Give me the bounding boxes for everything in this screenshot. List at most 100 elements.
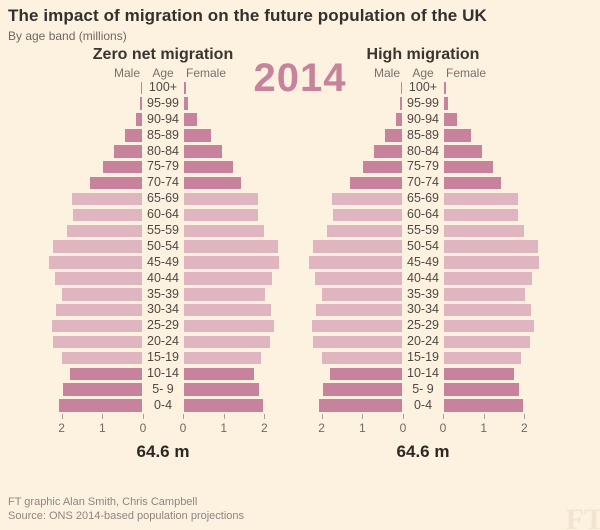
- age-band-label: 0-4: [413, 397, 433, 412]
- male-bar: [55, 303, 142, 317]
- axis-tick-label: 1: [480, 421, 488, 435]
- female-bar: [444, 208, 519, 222]
- female-bar: [444, 81, 446, 94]
- male-bar: [312, 319, 402, 333]
- male-bar: [333, 208, 402, 222]
- age-band-label: 95-99: [407, 95, 439, 110]
- female-bar: [184, 224, 264, 238]
- age-band-label: 5- 9: [412, 381, 434, 396]
- pyramid-row: 70-74: [42, 175, 284, 191]
- female-column-header: Female: [186, 66, 227, 80]
- male-bar: [385, 129, 402, 142]
- age-band-label: 35-39: [407, 286, 439, 301]
- male-bar: [61, 351, 142, 365]
- age-band-label: 85-89: [407, 127, 439, 142]
- pyramid-row: 35-39: [42, 287, 284, 303]
- male-column-header: Male: [373, 66, 400, 80]
- age-band-label: 50-54: [407, 238, 439, 253]
- male-bar: [362, 160, 402, 174]
- male-bar: [89, 176, 142, 190]
- female-bar: [444, 256, 540, 269]
- age-band-label: 90-94: [407, 111, 439, 126]
- axis-tick-label: 1: [98, 421, 106, 435]
- pyramid-row: 5- 9: [302, 382, 544, 398]
- male-bar: [326, 224, 402, 238]
- male-bar: [140, 81, 142, 94]
- female-bar: [184, 176, 241, 190]
- male-bar: [329, 367, 402, 381]
- pyramid-row: 20-24: [302, 334, 544, 350]
- pyramid-row: 70-74: [302, 175, 544, 191]
- male-bar: [114, 145, 142, 158]
- female-bar: [184, 256, 280, 269]
- age-band-label: 75-79: [147, 159, 179, 174]
- female-bar: [444, 288, 525, 301]
- pyramid-row: 80-84: [302, 144, 544, 160]
- age-band-label: 100+: [148, 80, 178, 94]
- female-bar: [184, 288, 265, 301]
- female-bar: [184, 335, 270, 349]
- pyramid-row: 100+: [42, 80, 284, 96]
- female-bar: [184, 192, 259, 206]
- female-bar: [184, 97, 189, 110]
- female-bar: [444, 145, 483, 158]
- female-bar: [184, 272, 272, 285]
- male-bar: [314, 272, 402, 285]
- pyramid-row: 40-44: [302, 271, 544, 287]
- pyramid-rows: 100+ 95-99 90-94 85-89 80-84 75-79 70-74 65-69 6…: [42, 80, 284, 414]
- age-band-label: 90-94: [147, 111, 179, 126]
- female-bar: [184, 319, 274, 333]
- age-band-label: 25-29: [407, 318, 439, 333]
- axis-tick-mark: [483, 414, 485, 419]
- axis-tick-label: 2: [318, 421, 325, 435]
- female-bar: [444, 367, 514, 381]
- male-bar: [323, 383, 402, 396]
- age-band-label: 75-79: [407, 159, 439, 174]
- pyramid-row: 50-54: [302, 239, 544, 255]
- panel-title: Zero net migration: [92, 46, 234, 63]
- male-bar: [312, 335, 402, 349]
- female-bar: [444, 160, 493, 174]
- age-band-label: 5- 9: [152, 381, 174, 396]
- source-note: Source: ONS 2014-based population projec…: [8, 510, 245, 522]
- pyramid-row: 75-79: [42, 159, 284, 175]
- age-band-label: 85-89: [147, 127, 179, 142]
- pyramid-rows: 100+ 95-99 90-94 85-89 80-84 75-79 70-74 65-69 6…: [302, 80, 544, 414]
- male-bar: [61, 288, 142, 301]
- age-band-label: 45-49: [407, 254, 439, 269]
- total-population-label: 64.6 m: [396, 442, 450, 461]
- age-column-header: Age: [152, 66, 174, 80]
- male-bar: [53, 240, 142, 253]
- pyramid-row: 45-49: [42, 255, 284, 271]
- female-bar: [184, 208, 259, 222]
- female-column-header: Female: [446, 66, 487, 80]
- male-bar: [321, 351, 402, 365]
- male-bar: [318, 399, 402, 412]
- age-band-label: 35-39: [147, 286, 179, 301]
- pyramid-row: 55-59: [42, 223, 284, 239]
- female-bar: [444, 303, 532, 317]
- age-band-label: 50-54: [147, 238, 179, 253]
- female-bar: [444, 224, 524, 238]
- female-bar: [184, 303, 272, 317]
- pyramid-row: 95-99: [302, 96, 544, 112]
- male-bar: [73, 208, 142, 222]
- x-axis: 2 2 1 1 0 0: [302, 414, 544, 444]
- male-bar: [54, 272, 142, 285]
- pyramid-row: 90-94: [42, 112, 284, 128]
- pyramid-row: 30-34: [42, 302, 284, 318]
- column-headers: Male Age Female: [302, 66, 544, 80]
- female-bar: [444, 399, 524, 412]
- female-bar: [184, 399, 264, 412]
- chart-title: The impact of migration on the future po…: [8, 6, 487, 25]
- female-bar: [444, 351, 521, 365]
- axis-tick-mark: [102, 414, 104, 419]
- pyramid-row: 90-94: [302, 112, 544, 128]
- axis-tick-label: 2: [58, 421, 65, 435]
- pyramid-row: 50-54: [42, 239, 284, 255]
- age-band-label: 10-14: [147, 366, 179, 381]
- age-band-label: 55-59: [147, 223, 179, 238]
- pyramid-row: 85-89: [302, 128, 544, 144]
- age-band-label: 45-49: [147, 254, 179, 269]
- female-bar: [184, 81, 186, 94]
